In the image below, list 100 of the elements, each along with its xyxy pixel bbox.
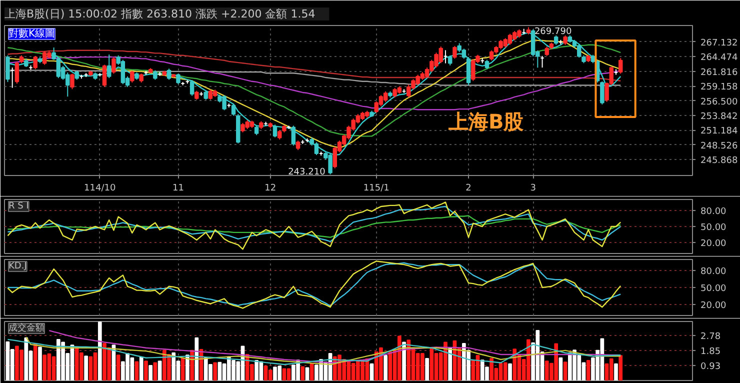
candlestick <box>14 60 20 84</box>
candlestick <box>153 70 158 80</box>
bar <box>503 362 508 380</box>
bar <box>144 360 148 380</box>
bar <box>430 347 434 380</box>
bar <box>194 337 199 380</box>
bar <box>24 337 28 380</box>
bar <box>397 336 402 380</box>
chart-title: 成交金額 <box>8 322 44 334</box>
candlestick <box>508 33 512 46</box>
x-tick-label: 115/1 <box>363 184 390 194</box>
candlestick <box>190 80 194 96</box>
candlestick <box>452 45 457 60</box>
y-tick-label: 259.158 <box>700 82 738 93</box>
candlestick <box>618 58 623 74</box>
bar <box>618 355 623 380</box>
bar <box>305 367 310 380</box>
y-tick-label: 80.00 <box>700 206 727 217</box>
bar <box>508 363 512 380</box>
bar <box>268 370 272 380</box>
bar <box>300 366 305 380</box>
bar <box>425 358 429 380</box>
bar <box>186 354 190 380</box>
bar <box>180 358 185 380</box>
y-tick-label: 20.00 <box>700 300 727 311</box>
y-tick-label: 0.93 <box>700 362 721 372</box>
bar <box>563 362 568 380</box>
candlestick <box>106 54 112 79</box>
y-tick-label: 245.868 <box>700 156 738 166</box>
bar <box>218 362 222 380</box>
bar <box>406 340 411 380</box>
y-tick-label: 80.00 <box>700 267 727 278</box>
y-tick-label: 251.184 <box>700 126 738 137</box>
bar <box>88 356 93 380</box>
bar <box>384 354 388 380</box>
candlestick <box>272 124 278 138</box>
y-tick-label: 267.132 <box>700 38 738 48</box>
bar <box>148 364 153 380</box>
candlestick <box>554 34 558 46</box>
bar <box>153 362 158 380</box>
bar <box>172 352 176 380</box>
candlestick <box>544 46 549 56</box>
annotation: 243.210 <box>288 167 326 178</box>
candlestick <box>102 64 107 88</box>
chart-title: R S I <box>8 202 29 212</box>
line-series <box>7 44 622 137</box>
y-tick-label: 1.85 <box>700 347 721 358</box>
y-tick-label: 50.00 <box>700 284 727 294</box>
bar <box>42 354 47 380</box>
candlestick <box>254 125 259 136</box>
bar <box>98 322 102 380</box>
x-tick-label: 114/10 <box>84 184 116 194</box>
y-tick-label: 261.816 <box>700 68 738 78</box>
bar <box>310 362 314 380</box>
candlestick <box>33 55 38 70</box>
bar <box>586 360 590 380</box>
y-tick-label: 20.00 <box>700 239 727 250</box>
bar <box>286 368 291 380</box>
candlestick <box>600 80 604 105</box>
bar <box>134 361 139 380</box>
chart-title: KD.J <box>8 262 27 272</box>
candlestick <box>166 68 172 80</box>
bar <box>402 342 406 380</box>
bar <box>448 347 452 380</box>
candlestick <box>383 90 388 102</box>
y-tick-label: 50.00 <box>700 223 727 233</box>
chart-subtitle: 對數K線圖 <box>8 28 56 40</box>
candlestick <box>231 104 236 116</box>
candlestick <box>296 140 300 151</box>
line-series <box>7 50 622 82</box>
bar <box>38 346 42 380</box>
bar <box>490 358 494 380</box>
bar <box>370 363 374 380</box>
x-tick-label: 3 <box>530 184 536 194</box>
bar <box>158 360 162 380</box>
candlestick <box>70 73 74 90</box>
line-series <box>7 202 622 250</box>
candlestick <box>130 70 134 84</box>
bar <box>52 356 56 380</box>
candlestick <box>466 56 471 86</box>
candlestick <box>291 125 296 146</box>
x-tick-label: 12 <box>264 184 276 194</box>
y-tick-label: 264.474 <box>700 53 738 64</box>
bar <box>84 356 88 380</box>
bar <box>609 358 614 380</box>
candlestick <box>484 59 490 70</box>
y-tick-label: 2.78 <box>700 332 721 342</box>
bar <box>558 357 563 380</box>
candlestick <box>208 89 213 100</box>
bar <box>33 343 38 380</box>
candlestick <box>176 73 180 85</box>
candlestick <box>448 54 452 66</box>
bar <box>512 348 517 380</box>
candlestick <box>277 130 282 140</box>
annotation: 上海B股 <box>447 110 525 134</box>
bar <box>614 363 618 380</box>
y-tick-label: 253.842 <box>700 112 738 122</box>
y-tick-label: 248.526 <box>700 141 738 152</box>
annotation: 269.790 <box>534 27 572 38</box>
x-tick-label: 11 <box>172 184 184 194</box>
